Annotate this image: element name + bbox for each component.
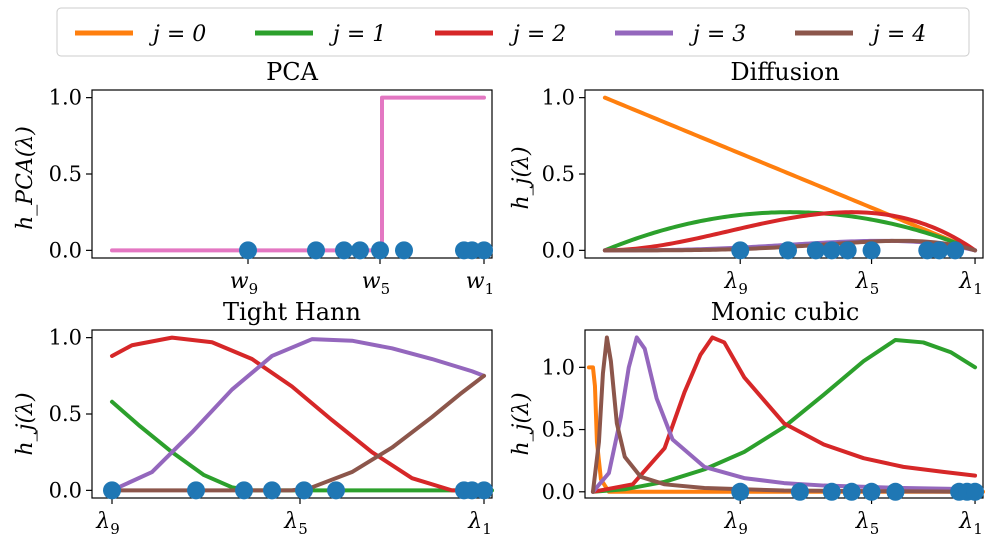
eigenvalue-point [475,241,493,260]
eigenvalue-point [790,482,809,501]
eigenvalue-point [263,481,281,500]
eigenvalue-point [731,241,750,260]
y-tick-label: 1.0 [49,326,82,350]
legend-label: j = 3 [688,22,746,47]
axes-frame [91,89,493,259]
series-line [110,335,486,493]
x-tick-label: λ5 [283,509,308,538]
eigenvalue-point [351,241,369,260]
x-tick-label: w5 [362,269,390,298]
y-tick-label: 1.0 [542,86,575,110]
eigenvalue-point [778,241,797,260]
x-tick-label: w1 [466,269,494,298]
legend-label: j = 1 [328,22,386,47]
x-tick-label: λ1 [958,509,983,538]
x-tick-label: w9 [230,269,258,298]
panel-tight-hann: Tight Hann 0.0 0.5 1.0 λ9 λ5 λ1 [49,298,494,538]
x-tick-label: λ1 [467,509,492,538]
y-tick-label: 0.0 [542,238,575,262]
series-line [602,95,978,253]
x-tick-label: λ5 [855,269,880,298]
eigenvalue-point [930,241,949,260]
panel-title: Monic cubic [711,298,860,326]
series-line [110,337,486,493]
eigenvalue-point [946,241,965,260]
series-line [110,95,486,253]
eigenvalue-point [966,482,985,501]
series-line [590,335,978,494]
legend: j = 0 j = 1 j = 2 j = 3 j = 4 [56,7,970,57]
panel-diffusion: Diffusion 0.0 0.5 1.0 λ9 λ5 λ1 [542,58,984,298]
y-axis-label: h_j(λ) [509,392,534,455]
eigenvalue-point [295,481,313,500]
eigenvalue-point [371,241,389,260]
y-tick-label: 1.0 [49,86,82,110]
panel-title: Tight Hann [223,298,361,326]
eigenvalue-point [806,241,825,260]
eigenvalue-point [822,241,841,260]
y-tick-label: 1.0 [542,355,575,379]
y-tick-label: 0.5 [49,402,82,426]
eigenvalue-point [842,482,861,501]
y-tick-label: 0.0 [49,238,82,262]
y-axis-label: h_j(λ) [509,146,534,209]
x-tick-label: λ9 [723,509,748,538]
y-axis-label: h_PCA(λ) [13,126,38,230]
eigenvalue-point [731,482,750,501]
legend-label: j = 4 [868,22,926,47]
y-tick-label: 0.0 [49,478,82,502]
eigenvalue-point [103,481,121,500]
eigenvalue-point [822,482,841,501]
panel-title: PCA [266,58,319,86]
eigenvalue-point [475,481,493,500]
y-tick-label: 0.5 [49,162,82,186]
panel-pca: PCA 0.0 0.5 1.0 w9 w5 w1 [49,58,495,298]
y-tick-label: 0.0 [542,480,575,504]
series-line [602,210,978,253]
legend-frame [56,7,970,57]
x-tick-label: λ1 [958,269,983,298]
eigenvalue-point [239,241,257,260]
eigenvalue-point [187,481,205,500]
x-tick-label: λ9 [95,509,120,538]
eigenvalue-point [862,241,881,260]
axes-frame [584,329,984,499]
x-tick-label: λ9 [723,269,748,298]
eigenvalue-point [235,481,253,500]
eigenvalue-point [327,481,345,500]
panel-monic-cubic: Monic cubic 0.0 0.5 1.0 λ9 λ5 λ1 [542,298,985,538]
eigenvalue-point [335,241,353,260]
eigenvalue-point [886,482,905,501]
y-tick-label: 0.5 [542,418,575,442]
y-tick-label: 0.5 [542,162,575,186]
legend-label: j = 2 [508,22,566,47]
panel-title: Diffusion [730,58,839,86]
y-axis-label: h_j(λ) [13,392,38,455]
eigenvalue-point [395,241,413,260]
series-line [590,335,978,494]
series-line [602,210,978,253]
eigenvalue-point [838,241,857,260]
eigenvalue-point [307,241,325,260]
legend-label: j = 0 [148,22,206,47]
series-line [586,365,985,494]
x-tick-label: λ5 [855,509,880,538]
series-line [590,335,978,494]
eigenvalue-point [862,482,881,501]
